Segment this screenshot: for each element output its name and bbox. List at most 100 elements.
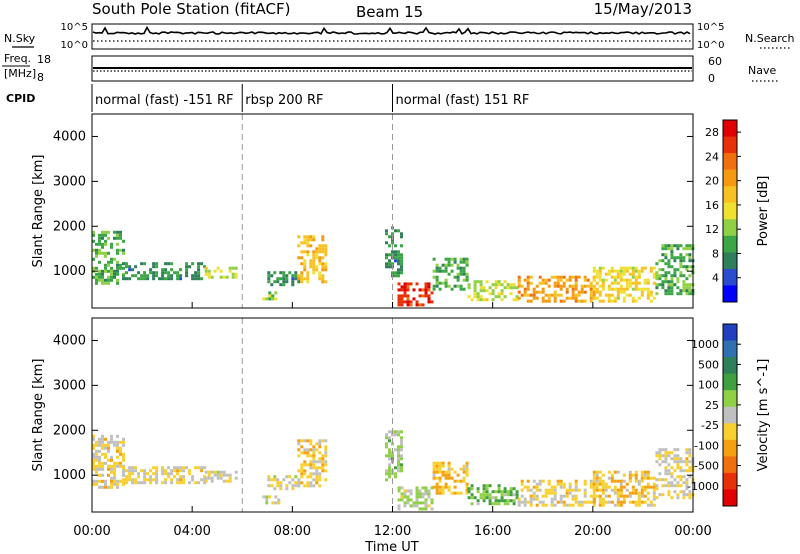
velocity-echo-cell <box>312 457 316 461</box>
power-echo-cell <box>98 233 101 237</box>
velocity-echo-cell <box>529 497 533 501</box>
velocity-echo-cell <box>574 482 578 486</box>
power-echo-cell <box>415 282 419 286</box>
velocity-echo-cell <box>400 457 403 461</box>
power-echo-cell <box>479 295 483 299</box>
power-echo-cell <box>101 251 104 255</box>
power-echo-cell <box>409 303 413 307</box>
power-echo-cell <box>391 232 394 236</box>
power-echo-cell <box>515 295 519 299</box>
power-echo-cell <box>279 277 283 281</box>
power-colorbar-swatch <box>723 136 737 154</box>
power-echo-cell <box>465 263 469 267</box>
power-echo-cell <box>658 259 662 263</box>
velocity-echo-cell <box>643 500 647 504</box>
velocity-echo-cell <box>670 451 674 455</box>
velocity-echo-cell <box>388 436 391 440</box>
velocity-echo-cell <box>131 472 135 476</box>
velocity-echo-cell <box>625 494 629 498</box>
velocity-echo-cell <box>107 473 110 477</box>
velocity-echo-cell <box>441 470 445 474</box>
power-echo-cell <box>400 268 403 272</box>
power-echo-cell <box>598 278 602 282</box>
velocity-echo-cell <box>300 466 304 470</box>
power-echo-cell <box>321 280 325 284</box>
power-echo-cell <box>553 284 557 288</box>
velocity-echo-cell <box>92 437 95 441</box>
power-echo-cell <box>503 286 507 290</box>
power-echo-cell <box>119 248 122 252</box>
velocity-echo-cell <box>397 448 400 452</box>
velocity-echo-cell <box>400 466 403 470</box>
velocity-echo-cell <box>116 449 119 453</box>
velocity-echo-cell <box>640 476 644 480</box>
velocity-echo-cell <box>435 476 439 480</box>
velocity-echo-cell <box>661 460 665 464</box>
power-echo-cell <box>406 285 410 289</box>
velocity-echo-cell <box>676 448 680 452</box>
velocity-echo-cell <box>646 485 650 489</box>
velocity-echo-cell <box>506 502 510 506</box>
velocity-echo-cell <box>679 484 683 488</box>
power-echo-cell <box>268 291 272 295</box>
velocity-echo-cell <box>170 472 174 476</box>
power-echo-cell <box>526 293 530 297</box>
power-ytick-label: 3000 <box>53 174 86 189</box>
power-echo-cell <box>438 281 442 285</box>
velocity-echo-cell <box>667 463 671 467</box>
velocity-echo-cell <box>652 491 656 495</box>
power-echo-cell <box>107 251 110 255</box>
velocity-echo-cell <box>92 461 95 465</box>
velocity-echo-cell <box>294 481 298 485</box>
power-echo-cell <box>520 293 524 297</box>
power-echo-cell <box>494 280 498 284</box>
power-echo-cell <box>670 289 674 293</box>
velocity-echo-cell <box>462 464 466 468</box>
power-echo-cell <box>101 272 104 276</box>
power-echo-cell <box>479 286 483 290</box>
velocity-echo-cell <box>176 478 180 482</box>
velocity-echo-cell <box>415 495 419 499</box>
velocity-echo-cell <box>276 484 280 488</box>
power-echo-cell <box>110 242 113 246</box>
velocity-echo-cell <box>164 481 168 485</box>
velocity-echo-cell <box>664 460 668 464</box>
velocity-echo-cell <box>479 493 483 497</box>
velocity-echo-cell <box>95 464 98 468</box>
velocity-echo-cell <box>658 463 662 467</box>
velocity-echo-cell <box>583 482 587 486</box>
power-echo-cell <box>312 268 316 272</box>
power-echo-cell <box>309 259 313 263</box>
velocity-echo-cell <box>397 486 401 490</box>
velocity-echo-cell <box>321 457 325 461</box>
velocity-echo-cell <box>176 469 180 473</box>
power-echo-cell <box>268 297 272 301</box>
velocity-echo-cell <box>619 503 623 507</box>
power-echo-cell <box>459 284 463 288</box>
power-echo-cell <box>274 291 278 295</box>
power-echo-cell <box>101 278 104 282</box>
velocity-echo-cell <box>622 479 626 483</box>
power-echo-cell <box>312 250 316 254</box>
power-echo-cell <box>610 281 614 285</box>
power-echo-cell <box>685 292 689 296</box>
power-echo-cell <box>95 254 98 258</box>
velocity-echo-cell <box>604 488 608 492</box>
velocity-echo-cell <box>616 491 620 495</box>
velocity-echo-cell <box>625 482 629 486</box>
velocity-echo-cell <box>520 479 524 483</box>
velocity-echo-cell <box>297 484 301 488</box>
velocity-echo-cell <box>643 485 647 489</box>
velocity-echo-cell <box>652 476 656 480</box>
velocity-echo-cell <box>179 466 183 470</box>
power-echo-cell <box>234 266 238 270</box>
velocity-echo-cell <box>427 504 431 508</box>
power-echo-cell <box>506 286 510 290</box>
power-echo-cell <box>213 269 217 273</box>
velocity-echo-cell <box>658 478 662 482</box>
power-echo-cell <box>267 280 271 284</box>
power-echo-cell <box>125 277 128 281</box>
velocity-colorbar-swatch <box>723 439 737 457</box>
power-echo-cell <box>125 262 128 266</box>
power-echo-cell <box>601 278 605 282</box>
